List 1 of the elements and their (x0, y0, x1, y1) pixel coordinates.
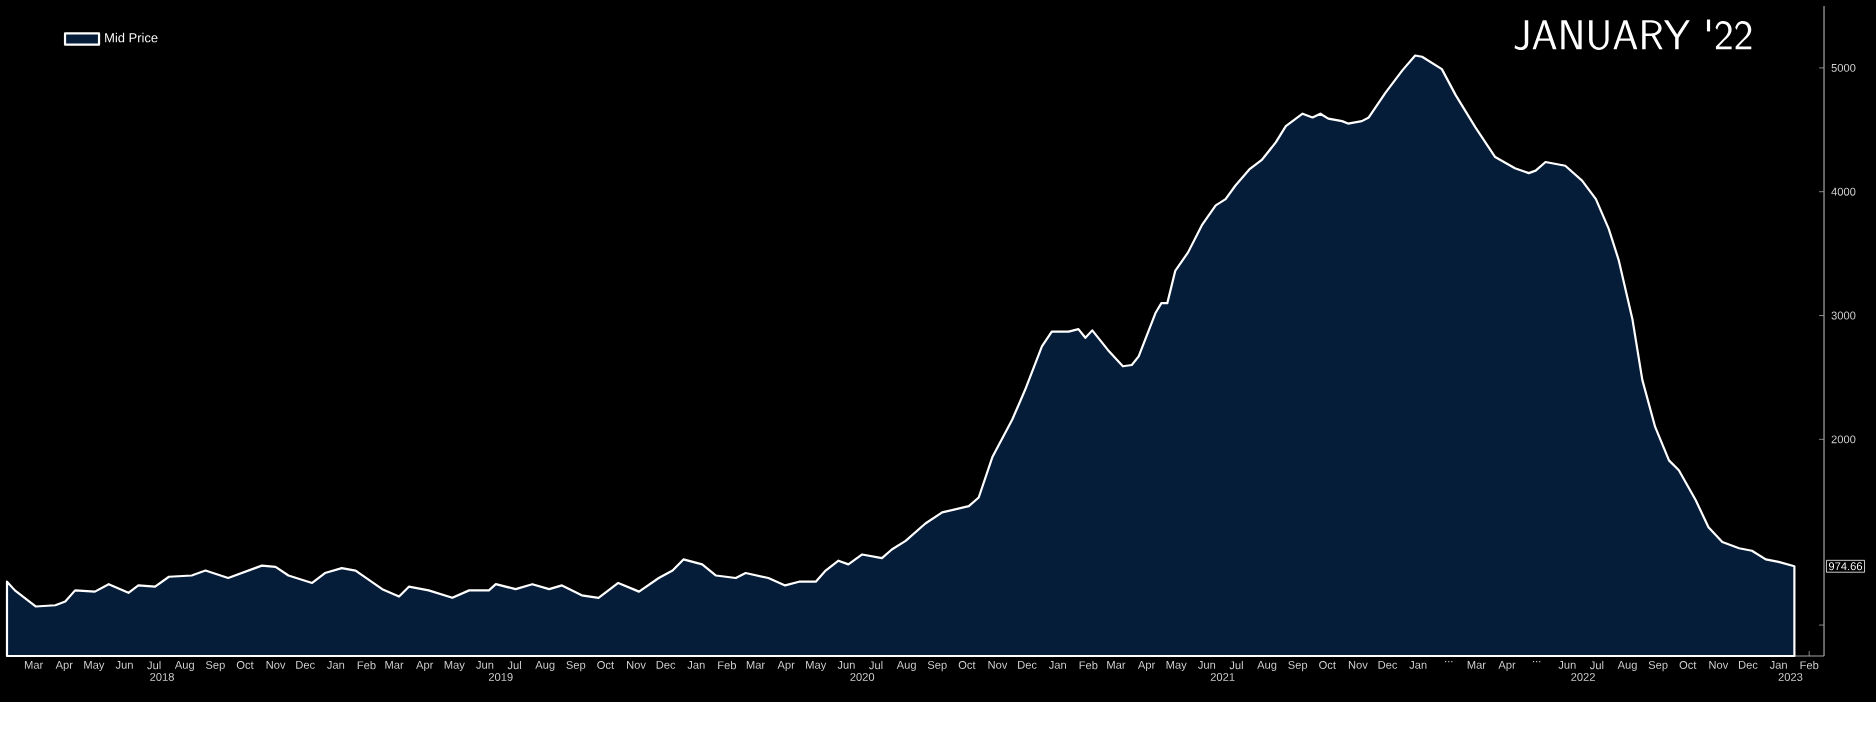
annotation: JANUARY '22 (1514, 19, 1752, 50)
